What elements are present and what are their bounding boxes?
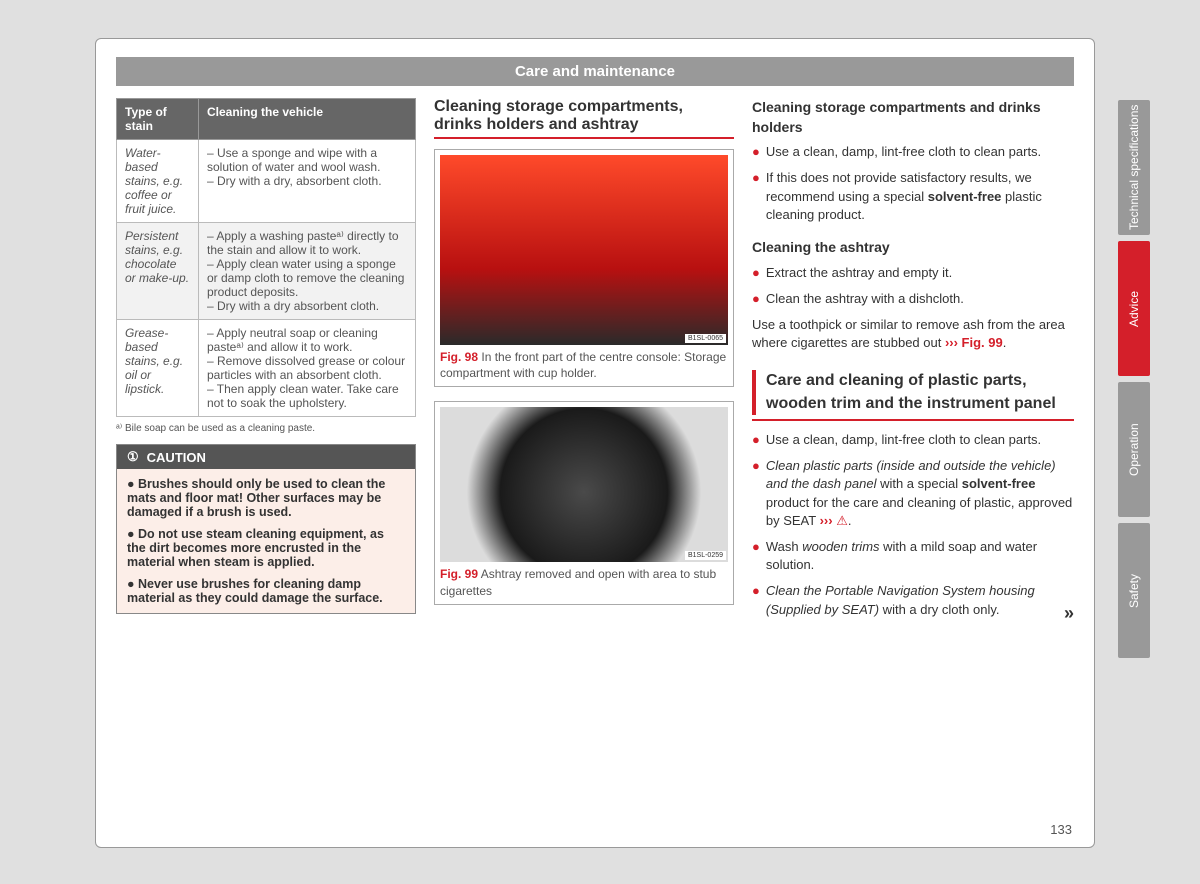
sec2-para: Use a toothpick or similar to remove ash…: [752, 316, 1074, 352]
left-column: Type of stain Cleaning the vehicle Water…: [116, 98, 416, 634]
stain-table: Type of stain Cleaning the vehicle Water…: [116, 98, 416, 417]
page-number: 133: [1050, 822, 1072, 837]
caution-header: ① CAUTION: [117, 445, 415, 469]
table-row: Water-based stains, e.g. coffee or fruit…: [117, 140, 416, 223]
caution-item: ● Brushes should only be used to clean t…: [127, 477, 405, 519]
bullet-icon: ●: [752, 457, 760, 530]
table-footnote: ᵃ⁾ Bile soap can be used as a cleaning p…: [116, 423, 416, 434]
sec2-bullet-1: ●Extract the ashtray and empty it.: [752, 264, 1074, 282]
sec2-bullet-2: ●Clean the ashtray with a dishcloth.: [752, 290, 1074, 308]
bullet-icon: ●: [752, 538, 760, 574]
figure-99-caption: Fig. 99 Ashtray removed and open with ar…: [440, 566, 728, 598]
side-tab-advice[interactable]: Advice: [1118, 241, 1150, 376]
fig-98-label: Fig. 98: [440, 350, 478, 364]
stain-type-cell: Persistent stains, e.g. chocolate or mak…: [117, 223, 199, 320]
stain-clean-cell: – Apply neutral soap or cleaning pasteᵃ⁾…: [199, 320, 416, 417]
side-tabs: Technical specifications Advice Operation S…: [1118, 100, 1150, 658]
figure-99-image: B1SL-0259: [440, 407, 728, 562]
stain-clean-cell: – Use a sponge and wipe with a solution …: [199, 140, 416, 223]
red-rule-2: [752, 419, 1074, 421]
sec3-bullet-4: ● Clean the Portable Navigation System h…: [752, 582, 1074, 625]
stain-type-cell: Water-based stains, e.g. coffee or fruit…: [117, 140, 199, 223]
bullet-icon: ●: [752, 431, 760, 449]
section-header: Care and maintenance: [116, 57, 1074, 86]
fig-99-label: Fig. 99: [440, 567, 478, 581]
th-clean: Cleaning the vehicle: [199, 99, 416, 140]
warning-link[interactable]: ›››: [820, 513, 833, 528]
figure-98-image: B1SL-0065: [440, 155, 728, 345]
bullet-icon: ●: [752, 290, 760, 308]
warning-icon: ⚠: [836, 513, 848, 528]
sec2-head: Cleaning the ashtray: [752, 238, 1074, 258]
img-code-98: B1SL-0065: [685, 334, 726, 343]
sec1-bullet-1: ●Use a clean, damp, lint-free cloth to c…: [752, 143, 1074, 161]
mid-title: Cleaning storage compartments, drinks ho…: [434, 98, 734, 134]
sec3-bullet-1: ●Use a clean, damp, lint-free cloth to c…: [752, 431, 1074, 449]
fig-99-text: Ashtray removed and open with area to st…: [440, 567, 716, 597]
figure-98-caption: Fig. 98 In the front part of the centre …: [440, 349, 728, 381]
sec1-bullet-2: ● If this does not provide satisfactory …: [752, 169, 1074, 224]
img-code-99: B1SL-0259: [685, 551, 726, 560]
bullet-icon: ●: [752, 143, 760, 161]
side-tab-safety[interactable]: Safety: [1118, 523, 1150, 658]
red-rule: [434, 137, 734, 139]
caution-item: ● Do not use steam cleaning equipment, a…: [127, 527, 405, 569]
manual-page: Care and maintenance Type of stain Clean…: [95, 38, 1095, 848]
stain-type-cell: Grease-based stains, e.g. oil or lipstic…: [117, 320, 199, 417]
stain-clean-cell: – Apply a washing pasteᵃ⁾ directly to th…: [199, 223, 416, 320]
fig-99-link[interactable]: ››› Fig. 99: [945, 335, 1003, 350]
side-tab-operation[interactable]: Operation: [1118, 382, 1150, 517]
bullet-icon: ●: [752, 582, 760, 625]
sec3-title: Care and cleaning of plastic parts, wood…: [766, 370, 1074, 415]
middle-column: Cleaning storage compartments, drinks ho…: [434, 98, 734, 634]
caution-body: ● Brushes should only be used to clean t…: [117, 469, 415, 613]
sec1-head: Cleaning storage compartments and drinks…: [752, 98, 1074, 137]
side-tab-technical-specifications[interactable]: Technical specifications: [1118, 100, 1150, 235]
table-row: Persistent stains, e.g. chocolate or mak…: [117, 223, 416, 320]
sec3-bullet-2: ● Clean plastic parts (inside and outsid…: [752, 457, 1074, 530]
caution-box: ① CAUTION ● Brushes should only be used …: [116, 444, 416, 614]
bullet-icon: ●: [752, 169, 760, 224]
th-type: Type of stain: [117, 99, 199, 140]
continue-icon: »: [1064, 601, 1074, 626]
figure-99: B1SL-0259 Fig. 99 Ashtray removed and op…: [434, 401, 734, 604]
caution-item: ● Never use brushes for cleaning damp ma…: [127, 577, 405, 605]
content-columns: Type of stain Cleaning the vehicle Water…: [96, 98, 1094, 634]
sec3-bullet-3: ● Wash wooden trims with a mild soap and…: [752, 538, 1074, 574]
bullet-icon: ●: [752, 264, 760, 282]
figure-98: B1SL-0065 Fig. 98 In the front part of t…: [434, 149, 734, 387]
caution-icon: ①: [127, 449, 139, 465]
right-column: Cleaning storage compartments and drinks…: [752, 98, 1074, 634]
caution-title: CAUTION: [147, 450, 206, 465]
fig-98-text: In the front part of the centre console:…: [440, 350, 726, 380]
table-row: Grease-based stains, e.g. oil or lipstic…: [117, 320, 416, 417]
sec3-title-wrap: Care and cleaning of plastic parts, wood…: [752, 370, 1074, 415]
